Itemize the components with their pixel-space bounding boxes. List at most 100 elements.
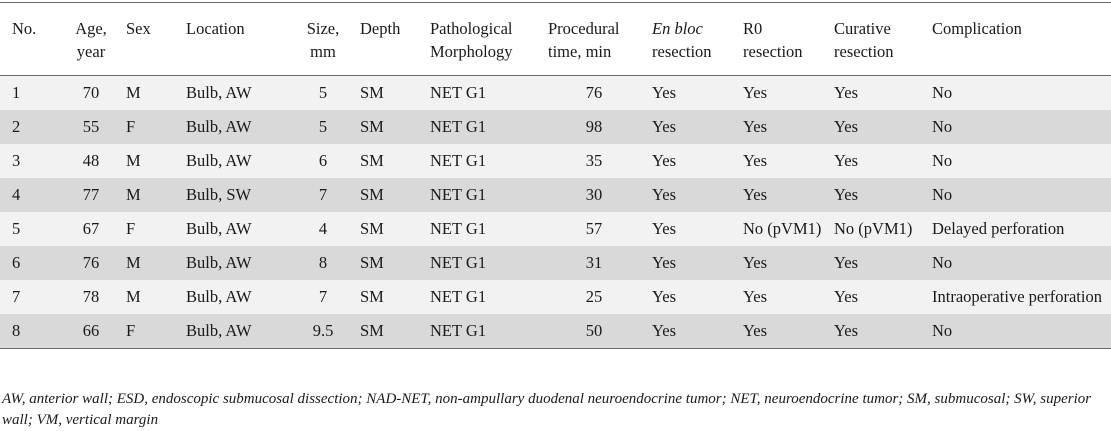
cell-sex: M [120, 75, 180, 110]
cell-curative: Yes [828, 280, 926, 314]
cell-sex: M [120, 280, 180, 314]
cell-pathology: NET G1 [424, 280, 542, 314]
header-location: Location [180, 2, 292, 76]
cell-time: 50 [542, 314, 646, 349]
table-row: 5 67 F Bulb, AW 4 SM NET G1 57 Yes No (pVM1) No (p… [0, 212, 1111, 246]
header-size: Size, mm [292, 2, 354, 76]
cell-pathology: NET G1 [424, 178, 542, 212]
cell-complication: No [926, 246, 1111, 280]
header-depth: Depth [354, 2, 424, 76]
cell-curative: Yes [828, 110, 926, 144]
table-row: 4 77 M Bulb, SW 7 SM NET G1 30 Yes Yes Yes No [0, 178, 1111, 212]
cell-time: 76 [542, 75, 646, 110]
cell-time: 98 [542, 110, 646, 144]
cell-r0: Yes [737, 246, 828, 280]
cell-depth: SM [354, 144, 424, 178]
cell-no: 8 [0, 314, 62, 349]
cell-r0: No (pVM1) [737, 212, 828, 246]
cell-depth: SM [354, 178, 424, 212]
table-row: 6 76 M Bulb, AW 8 SM NET G1 31 Yes Yes Yes No [0, 246, 1111, 280]
cell-curative: No (pVM1) [828, 212, 926, 246]
cell-size: 6 [292, 144, 354, 178]
cell-age: 55 [62, 110, 120, 144]
table-footnote: AW, anterior wall; ESD, endoscopic submu… [2, 391, 1092, 428]
header-age: Age, year [62, 2, 120, 76]
cell-no: 4 [0, 178, 62, 212]
cell-enbloc: Yes [646, 144, 737, 178]
cell-r0: Yes [737, 75, 828, 110]
cell-complication: Delayed perforation [926, 212, 1111, 246]
cell-location: Bulb, AW [180, 246, 292, 280]
cell-complication: No [926, 75, 1111, 110]
header-no: No. [0, 2, 62, 76]
cell-age: 48 [62, 144, 120, 178]
cell-size: 8 [292, 246, 354, 280]
cell-depth: SM [354, 110, 424, 144]
cell-age: 66 [62, 314, 120, 349]
header-pathology: Pathological Morphology [424, 2, 542, 76]
header-complication: Complication [926, 2, 1111, 76]
cell-enbloc: Yes [646, 314, 737, 349]
header-curative: Curative resection [828, 2, 926, 76]
header-sex: Sex [120, 2, 180, 76]
header-en-bloc-italic: En bloc [652, 19, 703, 38]
cell-time: 31 [542, 246, 646, 280]
cell-age: 76 [62, 246, 120, 280]
cell-age: 77 [62, 178, 120, 212]
cell-sex: F [120, 314, 180, 349]
cell-time: 57 [542, 212, 646, 246]
header-en-bloc-rest: resection [652, 42, 712, 61]
cell-pathology: NET G1 [424, 144, 542, 178]
cell-sex: M [120, 144, 180, 178]
cell-pathology: NET G1 [424, 75, 542, 110]
cell-complication: No [926, 314, 1111, 349]
cell-size: 4 [292, 212, 354, 246]
cell-time: 30 [542, 178, 646, 212]
cell-enbloc: Yes [646, 178, 737, 212]
table-row: 2 55 F Bulb, AW 5 SM NET G1 98 Yes Yes Yes No [0, 110, 1111, 144]
cell-curative: Yes [828, 246, 926, 280]
cell-pathology: NET G1 [424, 314, 542, 349]
cell-r0: Yes [737, 178, 828, 212]
cell-age: 78 [62, 280, 120, 314]
cell-size: 5 [292, 110, 354, 144]
table-row: 7 78 M Bulb, AW 7 SM NET G1 25 Yes Yes Yes Intraope… [0, 280, 1111, 314]
cell-curative: Yes [828, 178, 926, 212]
cell-enbloc: Yes [646, 280, 737, 314]
cell-pathology: NET G1 [424, 110, 542, 144]
cell-enbloc: Yes [646, 212, 737, 246]
table-body: 1 70 M Bulb, AW 5 SM NET G1 76 Yes Yes Yes No 2 55 F Bu… [0, 75, 1111, 349]
cell-depth: SM [354, 212, 424, 246]
cell-complication: No [926, 144, 1111, 178]
cell-enbloc: Yes [646, 246, 737, 280]
table-row: 3 48 M Bulb, AW 6 SM NET G1 35 Yes Yes Yes No [0, 144, 1111, 178]
cell-curative: Yes [828, 75, 926, 110]
cell-location: Bulb, AW [180, 280, 292, 314]
cell-complication: No [926, 178, 1111, 212]
cell-r0: Yes [737, 314, 828, 349]
cell-sex: M [120, 178, 180, 212]
cell-no: 5 [0, 212, 62, 246]
cell-no: 2 [0, 110, 62, 144]
cell-size: 7 [292, 178, 354, 212]
cell-size: 7 [292, 280, 354, 314]
cell-location: Bulb, AW [180, 212, 292, 246]
cell-sex: F [120, 110, 180, 144]
header-procedural-time: Procedural time, min [542, 2, 646, 76]
cell-depth: SM [354, 280, 424, 314]
cell-time: 25 [542, 280, 646, 314]
cell-no: 3 [0, 144, 62, 178]
cell-sex: F [120, 212, 180, 246]
cell-enbloc: Yes [646, 110, 737, 144]
cell-r0: Yes [737, 280, 828, 314]
cell-enbloc: Yes [646, 75, 737, 110]
cell-depth: SM [354, 314, 424, 349]
header-en-bloc: En bloc resection [646, 2, 737, 76]
cell-location: Bulb, SW [180, 178, 292, 212]
cell-age: 70 [62, 75, 120, 110]
cell-r0: Yes [737, 110, 828, 144]
cell-r0: Yes [737, 144, 828, 178]
table-row: 8 66 F Bulb, AW 9.5 SM NET G1 50 Yes Yes Yes No [0, 314, 1111, 349]
cell-time: 35 [542, 144, 646, 178]
